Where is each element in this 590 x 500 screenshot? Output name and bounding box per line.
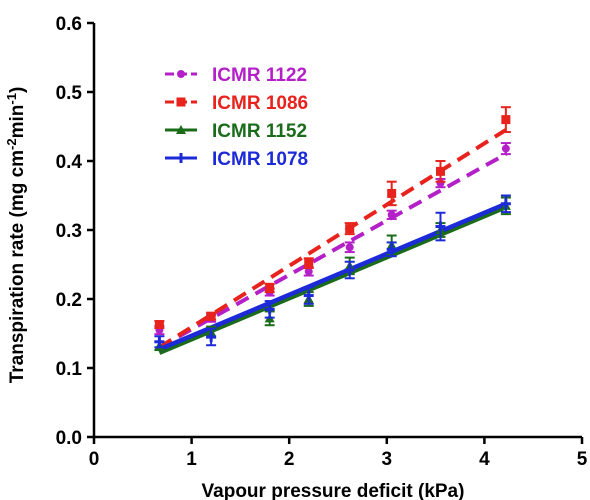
- legend-label: ICMR 1078: [212, 149, 308, 170]
- fit-line: [158, 128, 507, 349]
- legend-label: ICMR 1086: [212, 93, 308, 114]
- y-axis-title-part: ): [7, 87, 28, 93]
- data-point: [500, 198, 511, 209]
- y-axis-title: Transpiration rate (mg cm-2min-1): [4, 87, 28, 384]
- y-axis-title-part: Transpiration rate (mg cm: [7, 150, 28, 383]
- data-point: [344, 265, 355, 276]
- legend-marker: [176, 125, 186, 134]
- data-point: [206, 331, 217, 342]
- data-point: [154, 336, 165, 347]
- x-tick-label: 0: [89, 449, 100, 470]
- fit-lines: [158, 128, 507, 355]
- x-tick-label: 2: [284, 449, 295, 470]
- data-point: [303, 290, 314, 301]
- data-point: [435, 221, 446, 232]
- x-tick-label: 1: [186, 449, 197, 470]
- x-axis-title: Vapour pressure deficit (kPa): [202, 481, 465, 500]
- y-tick-label: 0.1: [56, 359, 83, 380]
- data-points: [154, 106, 511, 352]
- data-point: [154, 320, 164, 330]
- data-point: [345, 243, 354, 252]
- legend-marker: [176, 153, 186, 163]
- legend-label: ICMR 1152: [212, 121, 307, 142]
- data-point: [387, 188, 397, 198]
- fit-line: [158, 205, 507, 355]
- data-point: [387, 210, 396, 219]
- data-point: [304, 267, 313, 276]
- data-point: [501, 144, 510, 153]
- data-point: [386, 244, 397, 255]
- y-axis-title-superscript: -1: [4, 93, 19, 105]
- x-tick-label: 5: [577, 449, 588, 470]
- fit-line: [158, 152, 507, 350]
- legend-marker: [177, 70, 185, 78]
- data-point: [345, 224, 355, 234]
- data-point: [304, 258, 314, 268]
- axes: 0.0 0.1 0.2 0.3 0.4 0.5 0.6 0 1 2 3 4 5: [56, 14, 588, 470]
- y-tick-label: 0.4: [56, 152, 83, 173]
- y-tick-label: 0.5: [56, 83, 83, 104]
- data-point: [206, 311, 216, 321]
- data-point: [501, 115, 511, 125]
- x-tick-label: 4: [479, 449, 490, 470]
- axis-titles: Vapour pressure deficit (kPa) Transpirati…: [4, 87, 464, 500]
- y-tick-label: 0.6: [56, 14, 82, 35]
- legend-marker: [176, 97, 186, 107]
- y-tick-label: 0.2: [56, 290, 82, 311]
- y-axis-title-superscript: -2: [4, 138, 19, 150]
- y-axis-title-part: min: [7, 105, 28, 139]
- y-tick-label: 0.3: [56, 221, 82, 242]
- data-point: [265, 283, 275, 293]
- data-point: [264, 304, 275, 315]
- legend-label: ICMR 1122: [212, 65, 307, 86]
- y-tick-label: 0.0: [56, 428, 82, 449]
- data-point: [435, 166, 445, 176]
- fit-line: [158, 201, 507, 352]
- x-tick-label: 3: [382, 449, 393, 470]
- legend: ICMR 1122 ICMR 1086 ICMR 1152 ICMR 1078: [165, 65, 308, 170]
